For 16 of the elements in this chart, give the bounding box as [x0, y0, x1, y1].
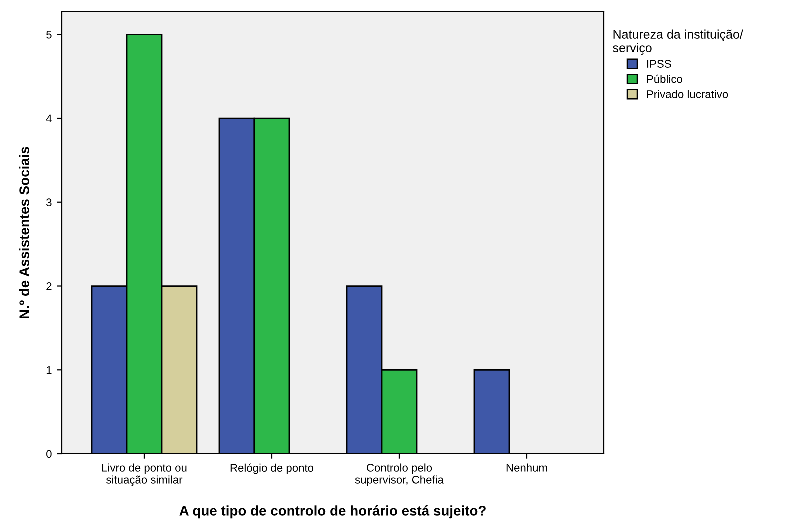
legend-label: Privado lucrativo — [647, 90, 728, 98]
x-axis-title: A que tipo de controlo de horário está sujeito? — [180, 506, 486, 519]
x-tick-label: Controlo pelo supervisor, Chefia — [355, 464, 444, 486]
y-tick-label: 2 — [46, 282, 52, 290]
legend-label: Público — [647, 74, 682, 84]
y-tick-label: 4 — [46, 114, 52, 123]
y-tick-label: 1 — [46, 366, 52, 374]
legend-title: Natureza da instituição/ serviço — [613, 30, 744, 56]
x-tick-label: Livro de ponto ou situação similar — [102, 464, 187, 486]
legend-label: IPSS — [647, 60, 672, 68]
y-tick-label: 3 — [46, 198, 52, 207]
y-axis-title: N.º de Assistentes Sociais — [19, 147, 30, 318]
x-tick-label: Nenhum — [506, 464, 548, 472]
y-tick-label: 5 — [46, 31, 52, 39]
y-tick-label: 0 — [46, 450, 52, 458]
x-tick-label: Relógio de ponto — [230, 464, 314, 474]
